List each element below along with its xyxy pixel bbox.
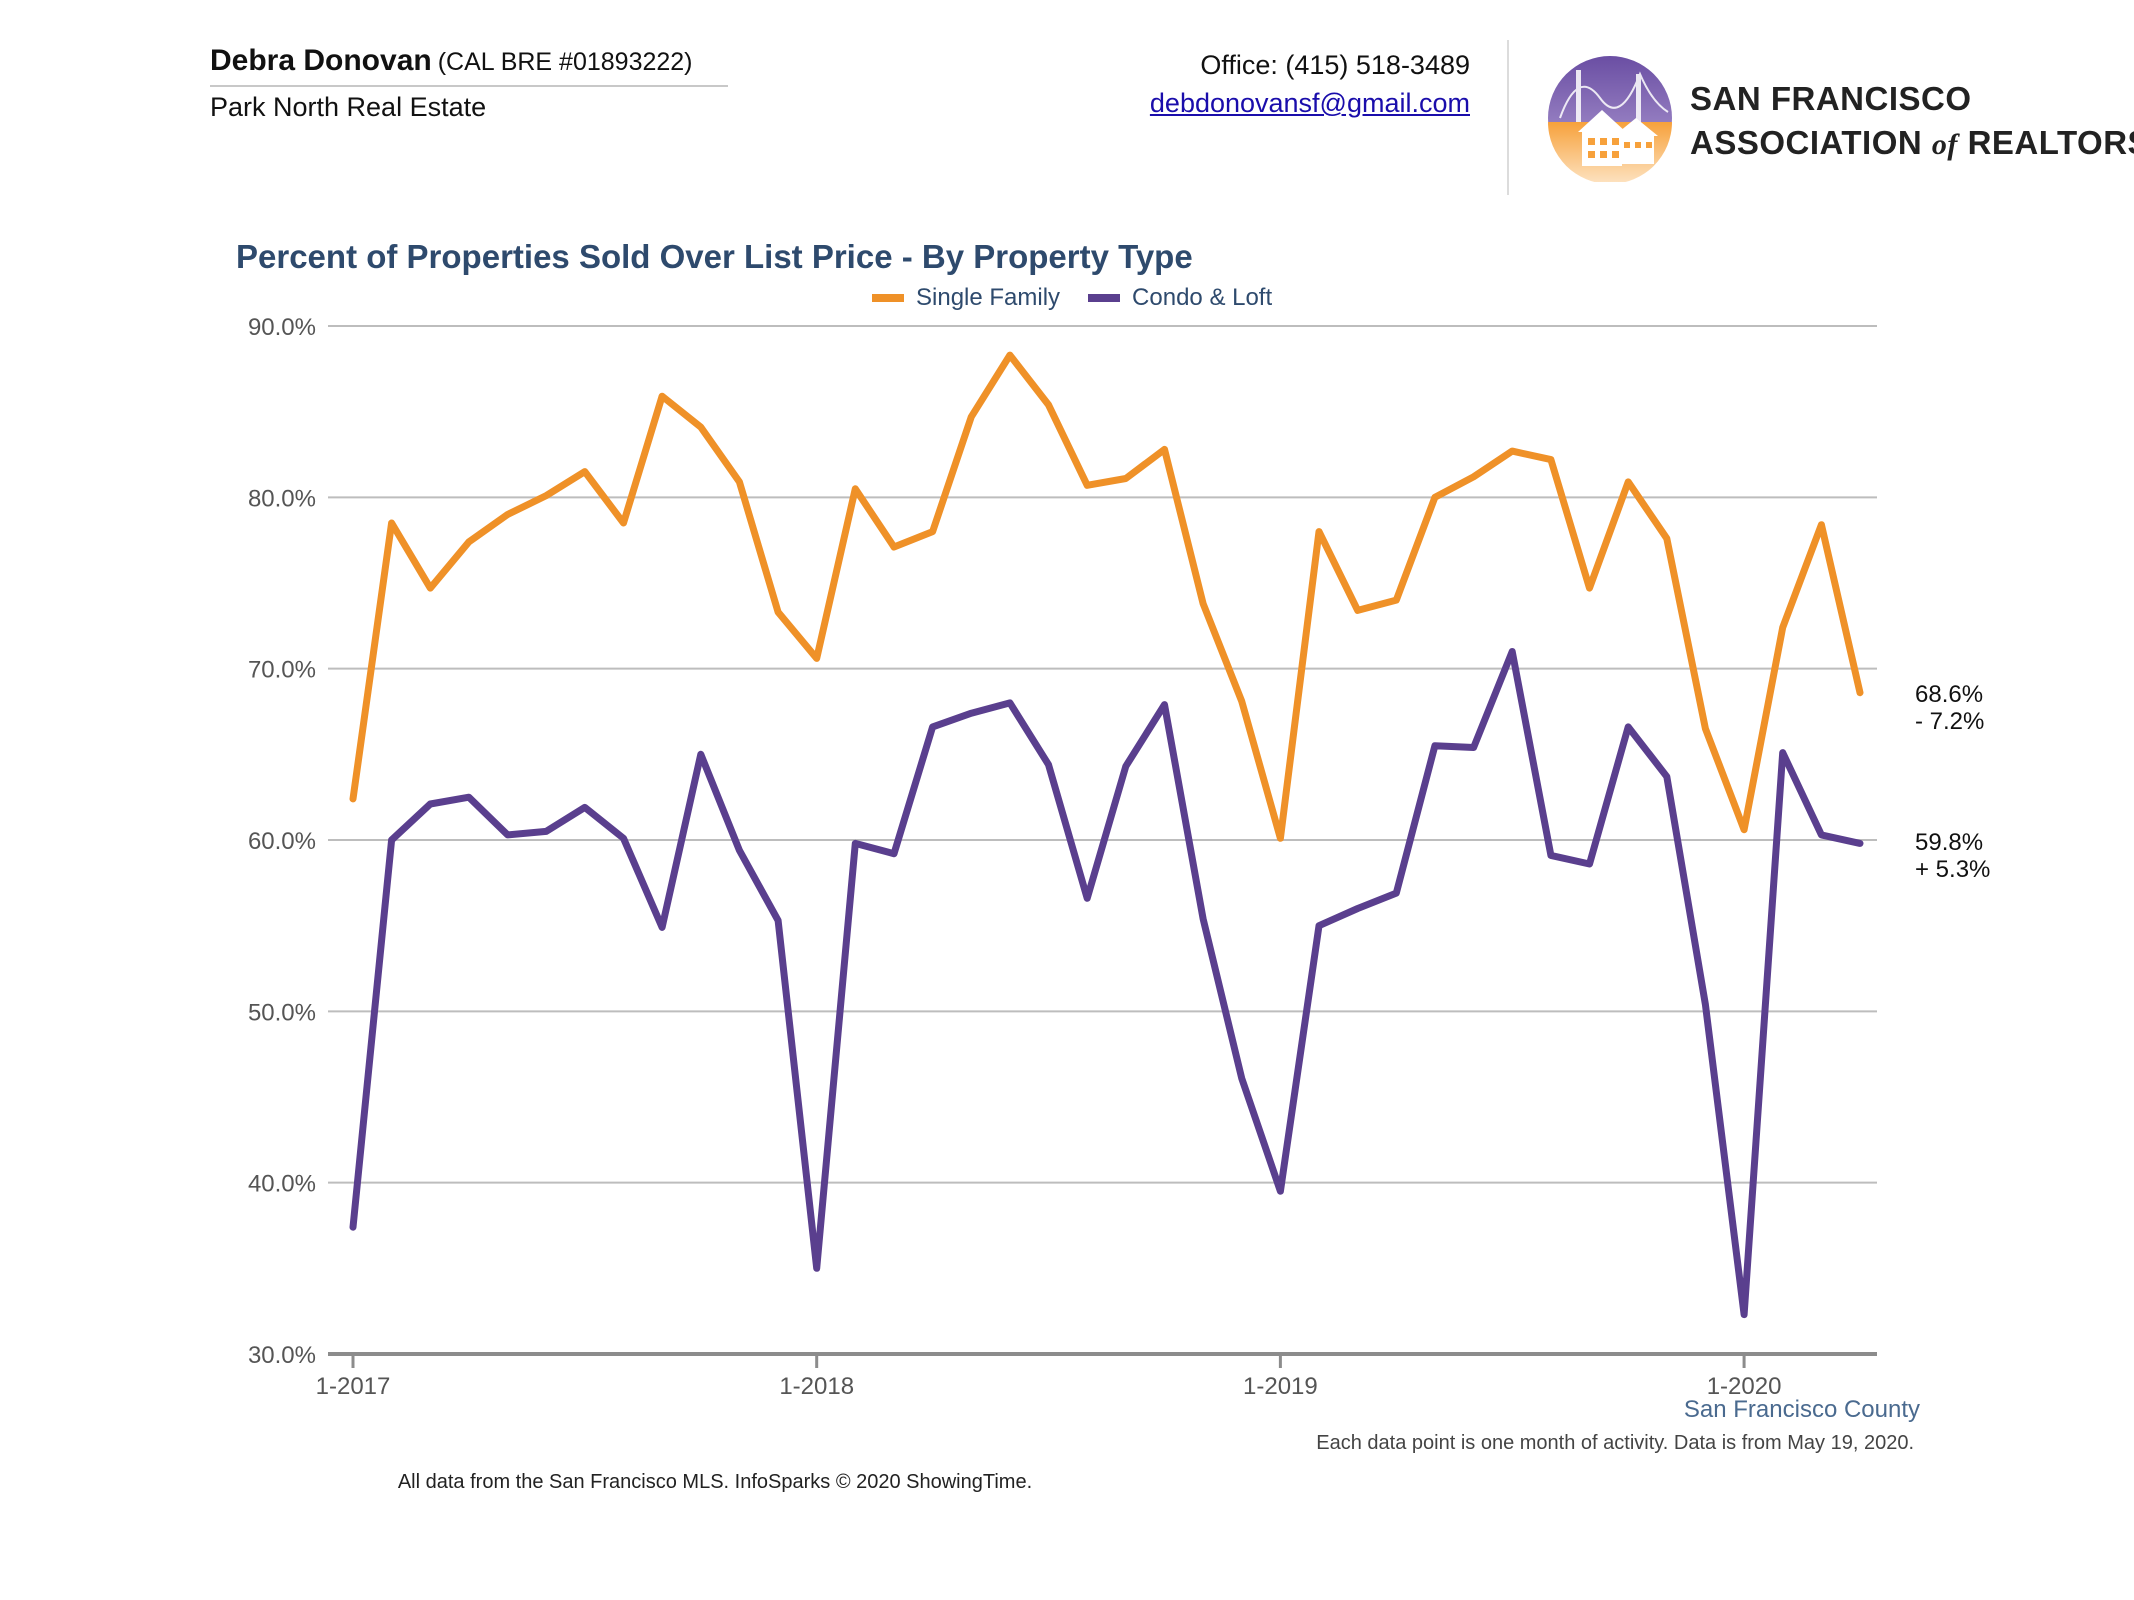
logo-word-of: of [1931, 128, 1958, 161]
y-tick-label: 90.0% [248, 314, 316, 341]
end-label-single-family: 68.6% - 7.2% [1915, 681, 1984, 735]
x-tick-label: 1-2019 [1243, 1373, 1318, 1400]
logo-word-realtors: Realtors [1967, 124, 2134, 161]
end-change-single-family: - 7.2% [1915, 707, 1985, 735]
legend-swatch-single-family [872, 294, 904, 302]
x-tick-label: 1-2018 [779, 1373, 854, 1400]
logo-word-association: Association [1690, 124, 1923, 161]
agent-header: Debra Donovan (CAL BRE #01893222) [210, 44, 693, 78]
contact-block: Office: (415) 518-3489 debdonovansf@gmai… [1150, 46, 1470, 122]
end-label-condo-loft: 59.8% + 5.3% [1915, 829, 1990, 883]
end-change-condo-loft: + 5.3% [1915, 856, 1991, 884]
y-tick-label: 70.0% [248, 657, 316, 684]
y-tick-label: 40.0% [248, 1171, 316, 1198]
end-value-condo-loft: 59.8% [1915, 829, 1984, 857]
chart-legend: Single Family Condo & Loft [872, 284, 1272, 312]
legend-label-single-family: Single Family [916, 284, 1061, 311]
y-tick-label: 80.0% [248, 485, 316, 512]
legend-label-condo-loft: Condo & Loft [1132, 284, 1273, 311]
email-link[interactable]: debdonovansf@gmail.com [1149, 88, 1470, 118]
logo-line-2: Association of Realtors® [1690, 118, 2134, 164]
x-tick-label: 1-2017 [316, 1373, 391, 1400]
legend-item-condo-loft[interactable]: Condo & Loft [1088, 284, 1272, 312]
y-tick-label: 50.0% [248, 999, 316, 1026]
legend-swatch-condo-loft [1088, 294, 1121, 302]
y-tick-label: 30.0% [248, 1342, 316, 1369]
agent-name: Debra Donovan [210, 44, 432, 77]
end-value-single-family: 68.6% [1915, 680, 1984, 708]
office-phone: Office: (415) 518-3489 [1200, 50, 1470, 80]
series-line-single-family [349, 351, 1864, 842]
source-note: All data from the San Francisco MLS. Inf… [397, 1471, 1033, 1493]
data-note: Each data point is one month of activity… [1316, 1432, 1914, 1454]
y-tick-label: 60.0% [248, 828, 316, 855]
logo-line-1: San Francisco [1690, 80, 1972, 117]
agent-underline [210, 85, 728, 87]
x-tick-label: 1-2020 [1707, 1373, 1782, 1400]
region-label: San Francisco County [1683, 1396, 1920, 1423]
agent-company: Park North Real Estate [210, 92, 487, 122]
agent-license: (CAL BRE #01893222) [437, 48, 693, 76]
legend-item-single-family[interactable]: Single Family [872, 284, 1060, 312]
header-divider [1507, 40, 1509, 195]
sfar-logo-text: San Francisco Association of Realtors® [1690, 80, 2134, 164]
series-line-condo-loft [349, 648, 1864, 1319]
sfar-logo-icon [1548, 56, 1672, 182]
chart-title: Percent of Properties Sold Over List Pri… [236, 238, 1193, 275]
